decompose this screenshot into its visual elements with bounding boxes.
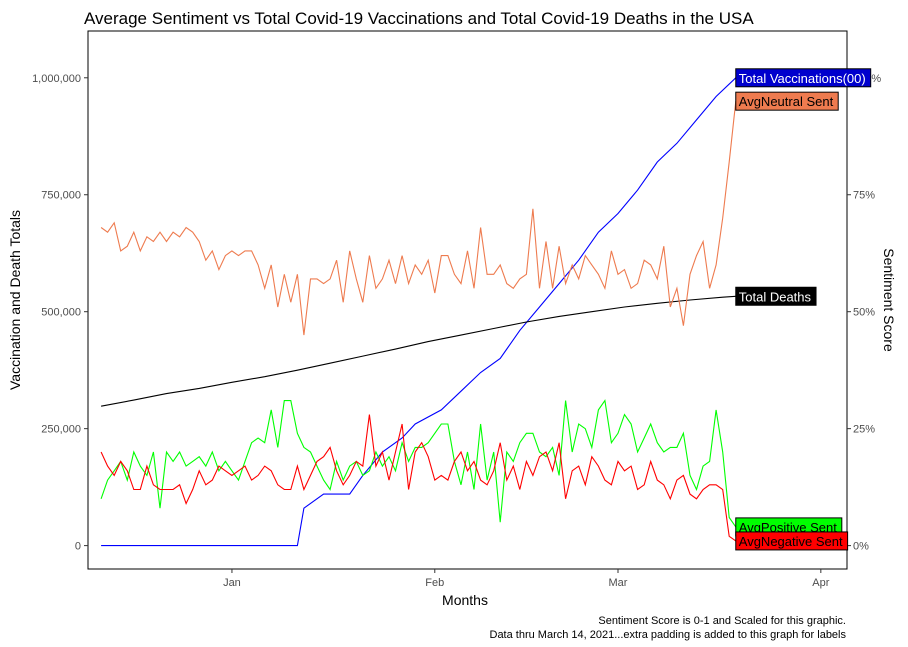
x-tick-label: Mar <box>609 577 628 589</box>
series-label-total-deaths: Total Deaths <box>735 286 817 306</box>
x-tick-label: Feb <box>425 577 444 589</box>
series-line-avgpositive-sent <box>100 399 737 528</box>
series-lines <box>100 77 737 547</box>
y-tick-label: 1,000,000 <box>32 73 81 85</box>
series-label-total-vaccinations-00: Total Vaccinations(00) <box>735 68 872 88</box>
y2-tick-label: 25% <box>853 424 875 436</box>
x-axis-title: Months <box>442 592 488 608</box>
y2-tick-label: 50% <box>853 307 875 319</box>
y-tick-label: 750,000 <box>41 190 81 202</box>
x-tick-label: Apr <box>812 577 829 589</box>
series-line-total-vaccinations-00 <box>101 77 737 547</box>
y2-axis-title: Sentiment Score <box>881 248 897 352</box>
series-label-box <box>735 91 839 111</box>
series-label-text: AvgPositive Sent <box>739 520 837 535</box>
series-label-text: Total Deaths <box>739 289 812 304</box>
series-label-avgnegative-sent: AvgNegative Sent <box>735 531 849 551</box>
series-label-avgpositive-sent: AvgPositive Sent <box>735 517 843 537</box>
series-label-text: Total Vaccinations(00) <box>739 71 866 86</box>
x-tick-label: Jan <box>223 577 241 589</box>
x-axis: Jan Feb Mar Apr <box>223 569 830 589</box>
series-line-avgneutral-sent <box>100 101 737 336</box>
y-tick-label: 500,000 <box>41 307 81 319</box>
y2-tick-label: 75% <box>853 190 875 202</box>
series-label-box <box>735 531 849 551</box>
series-label-text: AvgNeutral Sent <box>739 94 834 109</box>
y-axis-left: 0 250,000 500,000 750,000 1,000,000 <box>32 73 88 553</box>
y-tick-label: 250,000 <box>41 424 81 436</box>
series-label-box <box>735 68 872 88</box>
caption-line-1: Sentiment Score is 0-1 and Scaled for th… <box>598 615 846 627</box>
series-end-labels: Total Vaccinations(00) Total Deaths AvgNeu… <box>735 68 872 551</box>
plot-panel <box>87 30 848 570</box>
series-label-box <box>735 286 817 306</box>
y-axis-title: Vaccination and Death Totals <box>7 210 23 390</box>
series-label-avgneutral-sent: AvgNeutral Sent <box>735 91 839 111</box>
series-line-avgnegative-sent <box>100 414 737 542</box>
y2-tick-label: 0% <box>853 541 869 553</box>
series-line-total-deaths <box>100 295 736 407</box>
chart-title: Average Sentiment vs Total Covid-19 Vacc… <box>84 9 754 28</box>
y-tick-label: 0 <box>75 541 81 553</box>
series-label-text: AvgNegative Sent <box>739 534 843 549</box>
caption-line-2: Data thru March 14, 2021...extra padding… <box>490 629 847 641</box>
y-axis-right: 0%25%50%75%100% <box>847 73 881 553</box>
